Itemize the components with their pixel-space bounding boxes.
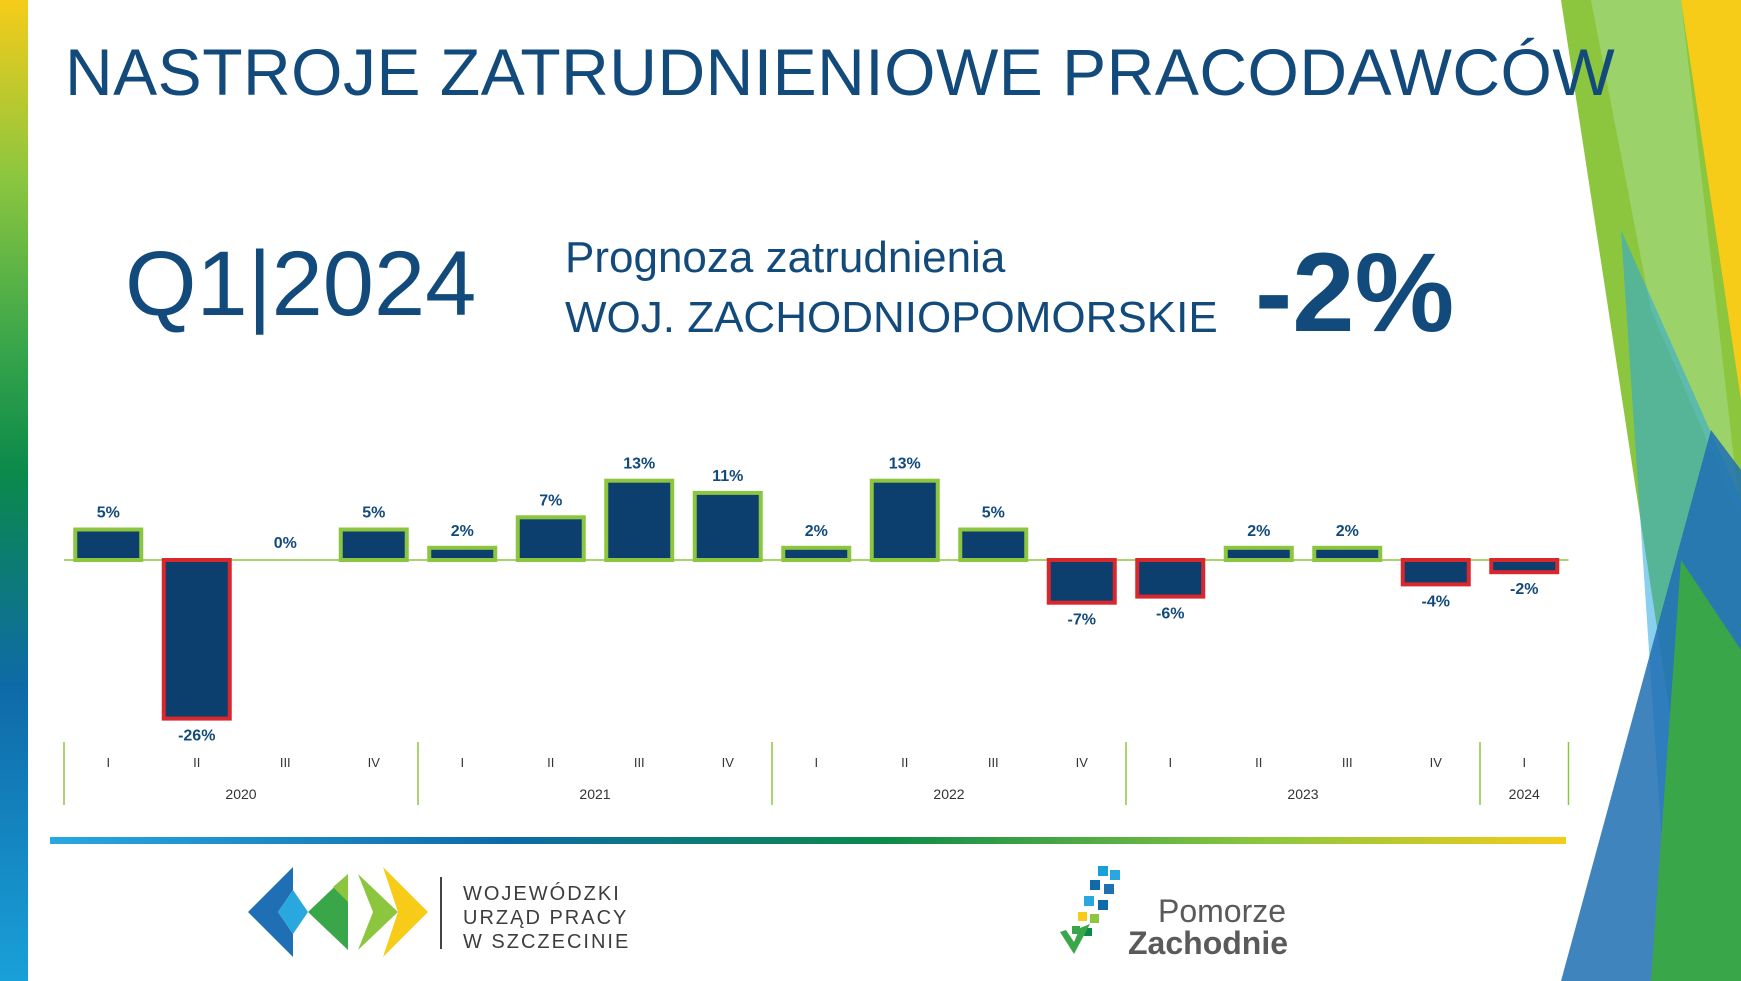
chart-data-label: 5% bbox=[982, 505, 1005, 522]
chart-bar bbox=[515, 515, 586, 563]
chart-category-label: II bbox=[1255, 755, 1262, 770]
chart-data-label: 11% bbox=[712, 468, 743, 485]
forecast-value: -2% bbox=[1255, 230, 1455, 355]
chart-category-label: I bbox=[1168, 755, 1172, 770]
chart-bar bbox=[869, 478, 940, 563]
chart-category-label: IV bbox=[1430, 755, 1443, 770]
chart-data-label: -2% bbox=[1510, 581, 1538, 598]
pz-text-line1: Pomorze bbox=[1158, 893, 1287, 929]
wup-logo-icon bbox=[248, 867, 428, 957]
chart-year-label: 2022 bbox=[933, 786, 964, 802]
chart-bar bbox=[1046, 558, 1117, 605]
chart-category-label: III bbox=[634, 755, 645, 770]
chart-data-label: 2% bbox=[805, 523, 828, 540]
chart-category-label: IV bbox=[1076, 755, 1089, 770]
chart-bar bbox=[1135, 558, 1206, 599]
chart-year-label: 2020 bbox=[225, 786, 256, 802]
wup-logo-text: WOJEWÓDZKI URZĄD PRACY W SZCZECINIE bbox=[463, 882, 630, 954]
chart-data-label: 13% bbox=[623, 456, 655, 473]
chart-category-label: III bbox=[1342, 755, 1353, 770]
chart-data-label: 2% bbox=[1336, 523, 1359, 540]
pomorze-zachodnie-logo-text: Pomorze Zachodnie bbox=[1128, 895, 1288, 959]
chart-category-label: III bbox=[280, 755, 291, 770]
chart-category-label: I bbox=[1522, 755, 1526, 770]
bottom-gradient-band bbox=[50, 837, 1566, 844]
chart-bar bbox=[338, 527, 409, 562]
chart-data-label: 0% bbox=[274, 535, 297, 552]
forecast-label: Prognoza zatrudnienia WOJ. ZACHODNIOPOMO… bbox=[565, 228, 1218, 348]
chart-bar bbox=[692, 490, 763, 562]
chart-category-label: II bbox=[901, 755, 908, 770]
chart-category-label: III bbox=[988, 755, 999, 770]
chart-category-label: IV bbox=[368, 755, 381, 770]
chart-data-label: 13% bbox=[889, 456, 921, 473]
pomorze-zachodnie-logo-icon bbox=[1060, 866, 1120, 954]
chart-data-label: 2% bbox=[451, 523, 474, 540]
chart-year-label: 2024 bbox=[1509, 786, 1540, 802]
chart-bar bbox=[604, 478, 675, 563]
chart-data-label: 2% bbox=[1247, 523, 1270, 540]
quarter-label: Q1|2024 bbox=[125, 233, 477, 335]
pz-text-line2: Zachodnie bbox=[1128, 925, 1289, 961]
chart-category-label: IV bbox=[722, 755, 735, 770]
chart-bar bbox=[958, 527, 1029, 562]
chart-year-label: 2023 bbox=[1287, 786, 1318, 802]
chart-bar bbox=[1400, 558, 1471, 587]
chart-category-label: I bbox=[814, 755, 818, 770]
chart-data-label: 5% bbox=[362, 505, 385, 522]
wup-text-line2: URZĄD PRACY bbox=[463, 907, 629, 929]
left-color-stripe bbox=[0, 0, 28, 981]
forecast-label-line2: WOJ. ZACHODNIOPOMORSKIE bbox=[565, 293, 1218, 342]
chart-category-label: I bbox=[106, 755, 110, 770]
chart-data-label: -6% bbox=[1156, 606, 1184, 623]
chart-bar bbox=[1312, 545, 1383, 563]
chart-data-label: 7% bbox=[539, 492, 562, 509]
chart-data-label: -7% bbox=[1068, 612, 1096, 629]
wup-logo-divider bbox=[440, 877, 442, 949]
chart-data-label: 5% bbox=[97, 505, 120, 522]
employment-bar-chart: 5%I-26%II0%III5%IV2%I7%II13%III11%IV2%I1… bbox=[63, 456, 1570, 805]
right-decorative-shapes bbox=[1561, 0, 1741, 981]
chart-bar bbox=[1223, 545, 1294, 563]
page-title: NASTROJE ZATRUDNIENIOWE PRACODAWCÓW bbox=[65, 35, 1616, 109]
wup-text-line1: WOJEWÓDZKI bbox=[463, 883, 621, 905]
chart-bar bbox=[1489, 558, 1560, 575]
chart-category-label: II bbox=[193, 755, 200, 770]
chart-bar bbox=[781, 545, 852, 563]
chart-bar bbox=[161, 558, 232, 721]
chart-category-label: I bbox=[460, 755, 464, 770]
forecast-label-line1: Prognoza zatrudnienia bbox=[565, 233, 1006, 282]
chart-bar bbox=[427, 545, 498, 563]
wup-text-line3: W SZCZECINIE bbox=[463, 931, 631, 953]
chart-category-label: II bbox=[547, 755, 554, 770]
chart-data-label: -4% bbox=[1422, 593, 1450, 610]
chart-year-label: 2021 bbox=[579, 786, 610, 802]
chart-bar bbox=[73, 527, 144, 562]
chart-data-label: -26% bbox=[178, 728, 215, 745]
